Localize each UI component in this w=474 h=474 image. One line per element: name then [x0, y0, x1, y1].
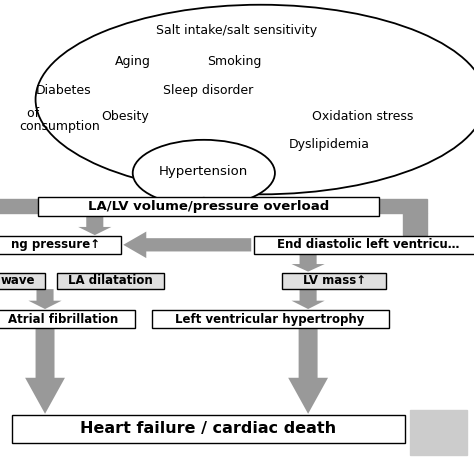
Text: LA dilatation: LA dilatation: [68, 274, 153, 287]
Polygon shape: [292, 289, 325, 309]
Polygon shape: [403, 213, 427, 236]
Text: Oxidation stress: Oxidation stress: [312, 109, 413, 123]
FancyBboxPatch shape: [0, 236, 121, 254]
Ellipse shape: [36, 5, 474, 194]
Text: Smoking: Smoking: [208, 55, 262, 68]
Text: Salt intake/salt sensitivity: Salt intake/salt sensitivity: [156, 24, 318, 37]
FancyBboxPatch shape: [0, 273, 45, 289]
Text: Atrial fibrillation: Atrial fibrillation: [8, 312, 118, 326]
Bar: [410, 410, 467, 455]
Text: of: of: [19, 107, 39, 120]
Text: Obesity: Obesity: [102, 109, 149, 123]
Text: consumption: consumption: [19, 120, 100, 133]
Polygon shape: [288, 328, 328, 414]
FancyBboxPatch shape: [0, 310, 135, 328]
Polygon shape: [292, 254, 325, 272]
Polygon shape: [28, 289, 62, 309]
FancyBboxPatch shape: [38, 197, 379, 216]
Text: LV mass↑: LV mass↑: [302, 274, 366, 287]
Text: Heart failure / cardiac death: Heart failure / cardiac death: [81, 421, 337, 437]
FancyBboxPatch shape: [254, 236, 474, 254]
FancyBboxPatch shape: [57, 273, 164, 289]
Text: Sleep disorder: Sleep disorder: [164, 83, 254, 97]
FancyBboxPatch shape: [282, 273, 386, 289]
Text: LA/LV volume/pressure overload: LA/LV volume/pressure overload: [88, 200, 329, 213]
Polygon shape: [123, 232, 251, 258]
Polygon shape: [78, 216, 111, 235]
Polygon shape: [401, 235, 428, 246]
Text: ng pressure↑: ng pressure↑: [11, 238, 100, 251]
Text: Dyslipidemia: Dyslipidemia: [289, 138, 370, 151]
Text: Hypertension: Hypertension: [159, 165, 248, 178]
FancyBboxPatch shape: [12, 415, 405, 443]
Polygon shape: [186, 197, 222, 206]
Text: wave: wave: [0, 274, 35, 287]
Text: End diastolic left ventricu…: End diastolic left ventricu…: [277, 238, 460, 251]
Polygon shape: [25, 328, 65, 414]
Polygon shape: [0, 199, 38, 213]
Text: Left ventricular hypertrophy: Left ventricular hypertrophy: [175, 312, 365, 326]
Polygon shape: [379, 199, 427, 213]
Text: Aging: Aging: [115, 55, 151, 68]
Ellipse shape: [133, 140, 275, 206]
Text: Diabetes: Diabetes: [36, 83, 92, 97]
FancyBboxPatch shape: [152, 310, 389, 328]
